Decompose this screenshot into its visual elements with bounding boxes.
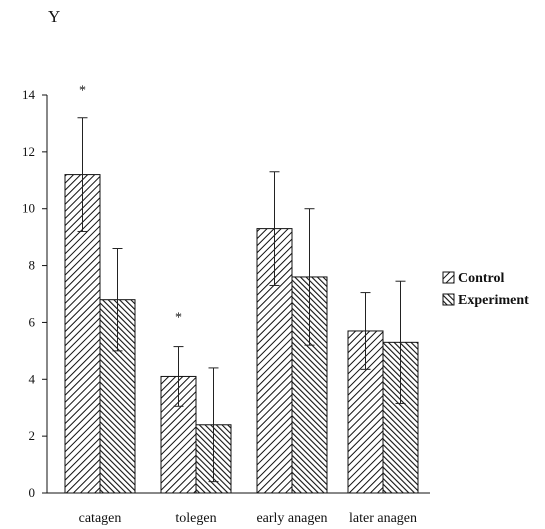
y-tick-label: 8 (29, 258, 36, 273)
x-tick-label: catagen (79, 511, 122, 526)
x-tick-label: later anagen (349, 511, 417, 526)
legend-label-control: Control (458, 271, 505, 286)
y-tick-label: 6 (29, 314, 36, 329)
bar-control (256, 228, 293, 494)
y-tick-label: 10 (22, 201, 35, 216)
y-tick-label: 14 (22, 87, 36, 102)
x-tick-label: early anagen (256, 511, 327, 526)
y-tick-label: 12 (22, 144, 35, 159)
x-axis: catagen tolegen early anagen later anagen (47, 492, 430, 526)
y-tick-label: 4 (29, 371, 36, 386)
legend-swatch-control (442, 271, 455, 284)
y-axis-label: Y (48, 7, 60, 26)
y-tick-label: 0 (29, 485, 36, 500)
error-bars (77, 117, 406, 483)
legend: Control Experiment (442, 271, 529, 308)
y-axis: 0 2 4 6 8 10 12 14 (22, 87, 48, 500)
legend-label-experiment: Experiment (458, 293, 529, 308)
legend-swatch-experiment (442, 293, 455, 306)
y-tick-label: 2 (29, 428, 36, 443)
x-tick-label: tolegen (175, 511, 216, 526)
significance-marker: * (175, 311, 182, 326)
annotations: ** (79, 83, 182, 325)
significance-marker: * (79, 83, 86, 98)
